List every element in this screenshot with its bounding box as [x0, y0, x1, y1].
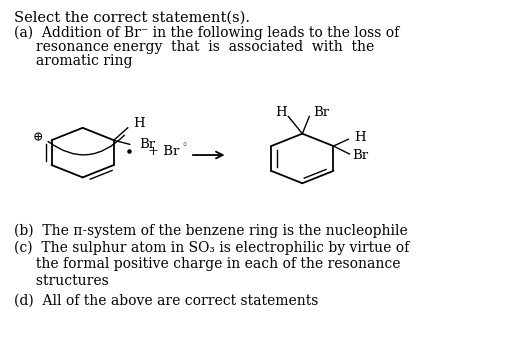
Text: aromatic ring: aromatic ring — [14, 54, 132, 68]
Text: (b)  The π-system of the benzene ring is the nucleophile: (b) The π-system of the benzene ring is … — [14, 223, 408, 238]
Text: H: H — [133, 117, 144, 130]
Text: ◦: ◦ — [182, 141, 187, 150]
FancyArrowPatch shape — [48, 135, 124, 155]
Text: Select the correct statement(s).: Select the correct statement(s). — [14, 10, 250, 25]
Text: resonance energy  that  is  associated  with  the: resonance energy that is associated with… — [14, 40, 374, 54]
Text: (d)  All of the above are correct statements: (d) All of the above are correct stateme… — [14, 294, 318, 308]
Text: structures: structures — [14, 273, 109, 287]
Text: H: H — [354, 131, 366, 144]
Text: H: H — [275, 106, 287, 119]
Text: + Br: + Br — [147, 145, 179, 159]
Text: Br: Br — [139, 138, 155, 151]
Text: Br: Br — [313, 106, 329, 119]
Text: ⊕: ⊕ — [32, 131, 43, 144]
Text: (c)  The sulphur atom in SO₃ is electrophilic by virtue of: (c) The sulphur atom in SO₃ is electroph… — [14, 240, 409, 255]
Text: Br: Br — [352, 149, 369, 162]
Text: the formal positive charge in each of the resonance: the formal positive charge in each of th… — [14, 257, 400, 271]
Text: (a)  Addition of Br⁻ in the following leads to the loss of: (a) Addition of Br⁻ in the following lea… — [14, 25, 399, 40]
